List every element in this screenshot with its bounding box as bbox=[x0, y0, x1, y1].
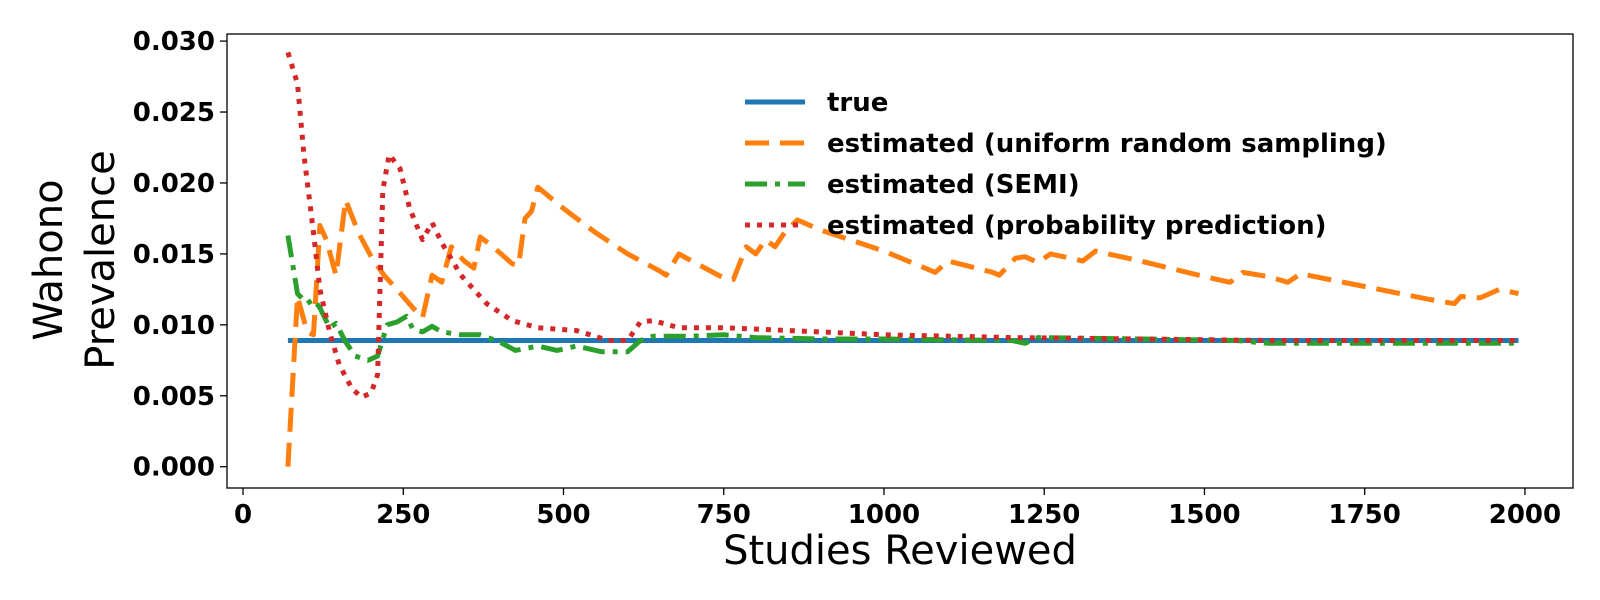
y-tick-label: 0.020 bbox=[133, 169, 215, 199]
y-axis-label-line1: Wahono bbox=[26, 179, 72, 340]
y-tick-label: 0.005 bbox=[133, 382, 215, 412]
x-tick-label: 750 bbox=[697, 500, 751, 530]
y-tick-label: 0.030 bbox=[133, 27, 215, 57]
x-tick-label: 1250 bbox=[1008, 500, 1080, 530]
series-line-1 bbox=[285, 184, 1520, 467]
plot-area-frame bbox=[226, 33, 1574, 489]
x-axis-label: Studies Reviewed bbox=[723, 528, 1077, 574]
x-tick-label: 250 bbox=[376, 500, 430, 530]
x-axis-ticks: 0 250 500 750 1000 1250 1500 1750 2000 bbox=[234, 488, 1561, 530]
x-tick-label: 2000 bbox=[1489, 500, 1561, 530]
legend-label-1: estimated (uniform random sampling) bbox=[827, 129, 1387, 159]
legend: true estimated (uniform random sampling) e… bbox=[745, 88, 1387, 241]
y-axis-ticks: 0.000 0.005 0.010 0.015 0.020 0.025 0.030 bbox=[133, 27, 227, 483]
series-line-3 bbox=[285, 51, 1519, 400]
y-axis-label-line2: Prevalence bbox=[78, 150, 124, 369]
x-tick-label: 1000 bbox=[848, 500, 920, 530]
y-tick-label: 0.025 bbox=[133, 98, 215, 128]
legend-label-3: estimated (probability prediction) bbox=[827, 211, 1327, 241]
series-lines bbox=[285, 51, 1520, 467]
y-tick-label: 0.010 bbox=[133, 311, 215, 341]
legend-label-0: true bbox=[827, 88, 888, 118]
y-tick-label: 0.015 bbox=[133, 240, 215, 270]
x-tick-label: 0 bbox=[234, 500, 252, 530]
x-tick-label: 1500 bbox=[1168, 500, 1240, 530]
series-line-2 bbox=[285, 235, 1519, 363]
legend-label-2: estimated (SEMI) bbox=[827, 170, 1080, 200]
x-tick-label: 1750 bbox=[1329, 500, 1401, 530]
x-tick-label: 500 bbox=[536, 500, 590, 530]
y-tick-label: 0.000 bbox=[133, 453, 215, 483]
